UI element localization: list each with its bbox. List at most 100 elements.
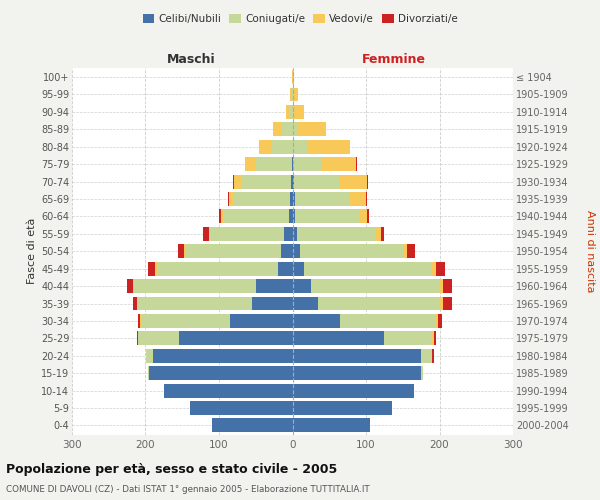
Bar — [443, 279, 452, 293]
Bar — [366, 192, 367, 206]
Bar — [210, 227, 284, 241]
Bar — [434, 332, 436, 345]
Bar — [146, 349, 153, 362]
Bar — [233, 174, 234, 188]
Bar — [190, 401, 293, 415]
Bar — [293, 366, 421, 380]
Bar — [293, 384, 414, 398]
Bar — [259, 140, 272, 153]
Bar — [432, 332, 434, 345]
Bar — [300, 244, 403, 258]
Text: COMUNE DI DAVOLI (CZ) - Dati ISTAT 1° gennaio 2005 - Elaborazione TUTTITALIA.IT: COMUNE DI DAVOLI (CZ) - Dati ISTAT 1° ge… — [6, 485, 370, 494]
Bar — [293, 418, 370, 432]
Bar — [272, 140, 293, 153]
Bar — [256, 279, 293, 293]
Bar — [134, 279, 256, 293]
Text: Femmine: Femmine — [362, 52, 426, 66]
Bar — [179, 332, 293, 345]
Bar — [293, 279, 311, 293]
Bar — [367, 174, 368, 188]
Bar — [432, 262, 436, 276]
Bar — [293, 332, 385, 345]
Bar — [209, 227, 210, 241]
Bar — [142, 314, 230, 328]
Bar — [295, 210, 360, 224]
Bar — [432, 349, 434, 362]
Bar — [241, 174, 291, 188]
Bar — [186, 244, 281, 258]
Bar — [274, 122, 282, 136]
Bar — [286, 105, 289, 119]
Bar — [294, 105, 304, 119]
Bar — [284, 227, 293, 241]
Bar — [293, 296, 318, 310]
Bar — [421, 349, 432, 362]
Bar — [290, 192, 293, 206]
Bar — [297, 227, 376, 241]
Bar — [219, 210, 221, 224]
Bar — [293, 244, 300, 258]
Bar — [293, 174, 294, 188]
Bar — [443, 296, 452, 310]
Bar — [439, 279, 443, 293]
Bar — [311, 279, 439, 293]
Y-axis label: Fasce di età: Fasce di età — [26, 218, 37, 284]
Bar — [293, 105, 294, 119]
Bar — [133, 279, 134, 293]
Bar — [340, 174, 367, 188]
Bar — [228, 192, 229, 206]
Bar — [252, 296, 293, 310]
Text: Maschi: Maschi — [167, 52, 215, 66]
Bar — [439, 296, 443, 310]
Bar — [230, 314, 293, 328]
Bar — [293, 314, 340, 328]
Bar — [381, 227, 385, 241]
Bar — [293, 227, 297, 241]
Bar — [293, 157, 321, 171]
Bar — [137, 332, 138, 345]
Bar — [321, 157, 356, 171]
Bar — [293, 349, 421, 362]
Bar — [148, 366, 149, 380]
Bar — [436, 262, 445, 276]
Text: Popolazione per età, sesso e stato civile - 2005: Popolazione per età, sesso e stato civil… — [6, 462, 337, 475]
Bar — [281, 244, 293, 258]
Bar — [291, 174, 293, 188]
Bar — [318, 296, 440, 310]
Bar — [407, 244, 415, 258]
Bar — [350, 192, 366, 206]
Y-axis label: Anni di nascita: Anni di nascita — [586, 210, 595, 292]
Bar — [289, 105, 293, 119]
Bar — [212, 418, 293, 432]
Bar — [184, 244, 186, 258]
Bar — [292, 157, 293, 171]
Bar — [295, 192, 350, 206]
Bar — [157, 262, 278, 276]
Bar — [340, 314, 436, 328]
Bar — [376, 227, 381, 241]
Bar — [245, 157, 256, 171]
Bar — [282, 122, 293, 136]
Bar — [438, 314, 442, 328]
Bar — [436, 314, 438, 328]
Bar — [293, 210, 295, 224]
Bar — [297, 122, 326, 136]
Bar — [256, 157, 292, 171]
Bar — [140, 314, 142, 328]
Bar — [155, 262, 157, 276]
Bar — [294, 174, 340, 188]
Bar — [304, 262, 432, 276]
Bar — [290, 88, 291, 102]
Bar — [307, 140, 350, 153]
Bar — [292, 70, 293, 84]
Bar — [127, 279, 133, 293]
Bar — [293, 88, 298, 102]
Bar — [293, 122, 297, 136]
Bar — [223, 210, 289, 224]
Bar — [138, 296, 252, 310]
Bar — [178, 244, 184, 258]
Bar — [289, 210, 293, 224]
Bar — [234, 174, 241, 188]
Bar — [133, 296, 137, 310]
Bar — [229, 192, 233, 206]
